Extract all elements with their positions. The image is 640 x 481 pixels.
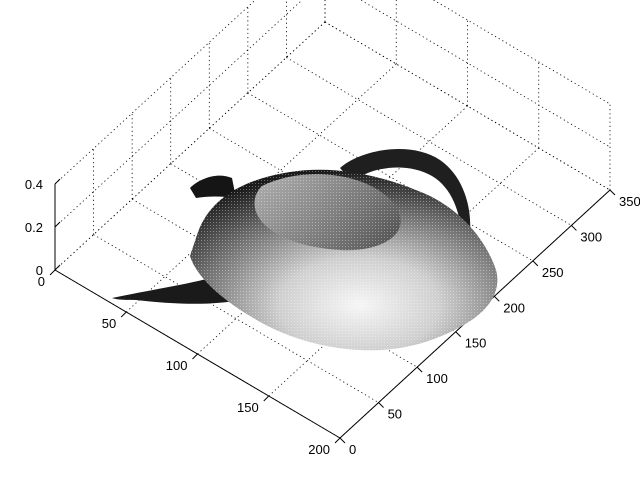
y-tick-mark [571, 225, 577, 231]
floor-grid-y [286, 57, 572, 226]
teapot-handle [340, 148, 471, 236]
x-tick-mark [263, 395, 270, 402]
z-tick-label: 0.4 [25, 177, 43, 192]
x-tick-label: 0 [38, 274, 45, 289]
y-tick-label: 200 [503, 300, 525, 315]
teapot-surface [112, 148, 498, 351]
side-wall-grid-horizontal [324, 21, 611, 191]
floor-grid-y [131, 198, 418, 368]
z-tick-mark [54, 178, 61, 185]
z-tick-label: 0 [36, 263, 43, 278]
y-tick-label: 150 [465, 336, 487, 351]
floor-grid-y [93, 234, 379, 403]
x-tick-label: 50 [102, 316, 116, 331]
y-tick-label: 100 [426, 371, 448, 386]
x-tick-mark [192, 353, 198, 360]
y-tick-mark [378, 402, 384, 408]
y-tick-label: 0 [349, 442, 356, 457]
x-tick-label: 150 [237, 400, 259, 415]
y-tick-mark [455, 331, 462, 338]
floor-grid-y [247, 92, 534, 262]
y-tick-label: 50 [388, 407, 402, 422]
z-tick-mark [54, 264, 61, 271]
teapot-surface-texture [190, 169, 498, 351]
x-tick-label: 200 [308, 442, 330, 457]
side-wall-grid-horizontal [359, 0, 611, 148]
x-tick-mark [49, 269, 56, 276]
y-tick-mark [532, 260, 539, 267]
z-tick-mark [54, 221, 61, 228]
y-tick-label: 250 [542, 265, 564, 280]
z-tick-label: 0.2 [25, 220, 43, 235]
floor-grid-y [209, 127, 495, 297]
y-tick-mark [609, 189, 616, 196]
x-tick-label: 100 [166, 358, 188, 373]
y-tick-label: 300 [580, 229, 602, 244]
teapot-knob [190, 175, 236, 198]
y-tick-label: 350 [619, 194, 640, 209]
back-wall-grid-horizontal [54, 0, 256, 185]
y-tick-mark [339, 437, 346, 444]
x-tick-mark [334, 437, 341, 444]
y-tick-mark [493, 295, 500, 302]
tick-labels: 0 50 100 150 200 0 50 100 150 200 250 300 350 0 0.2 0.4 [25, 177, 640, 457]
x-tick-mark [120, 311, 127, 318]
y-tick-mark [416, 366, 423, 373]
